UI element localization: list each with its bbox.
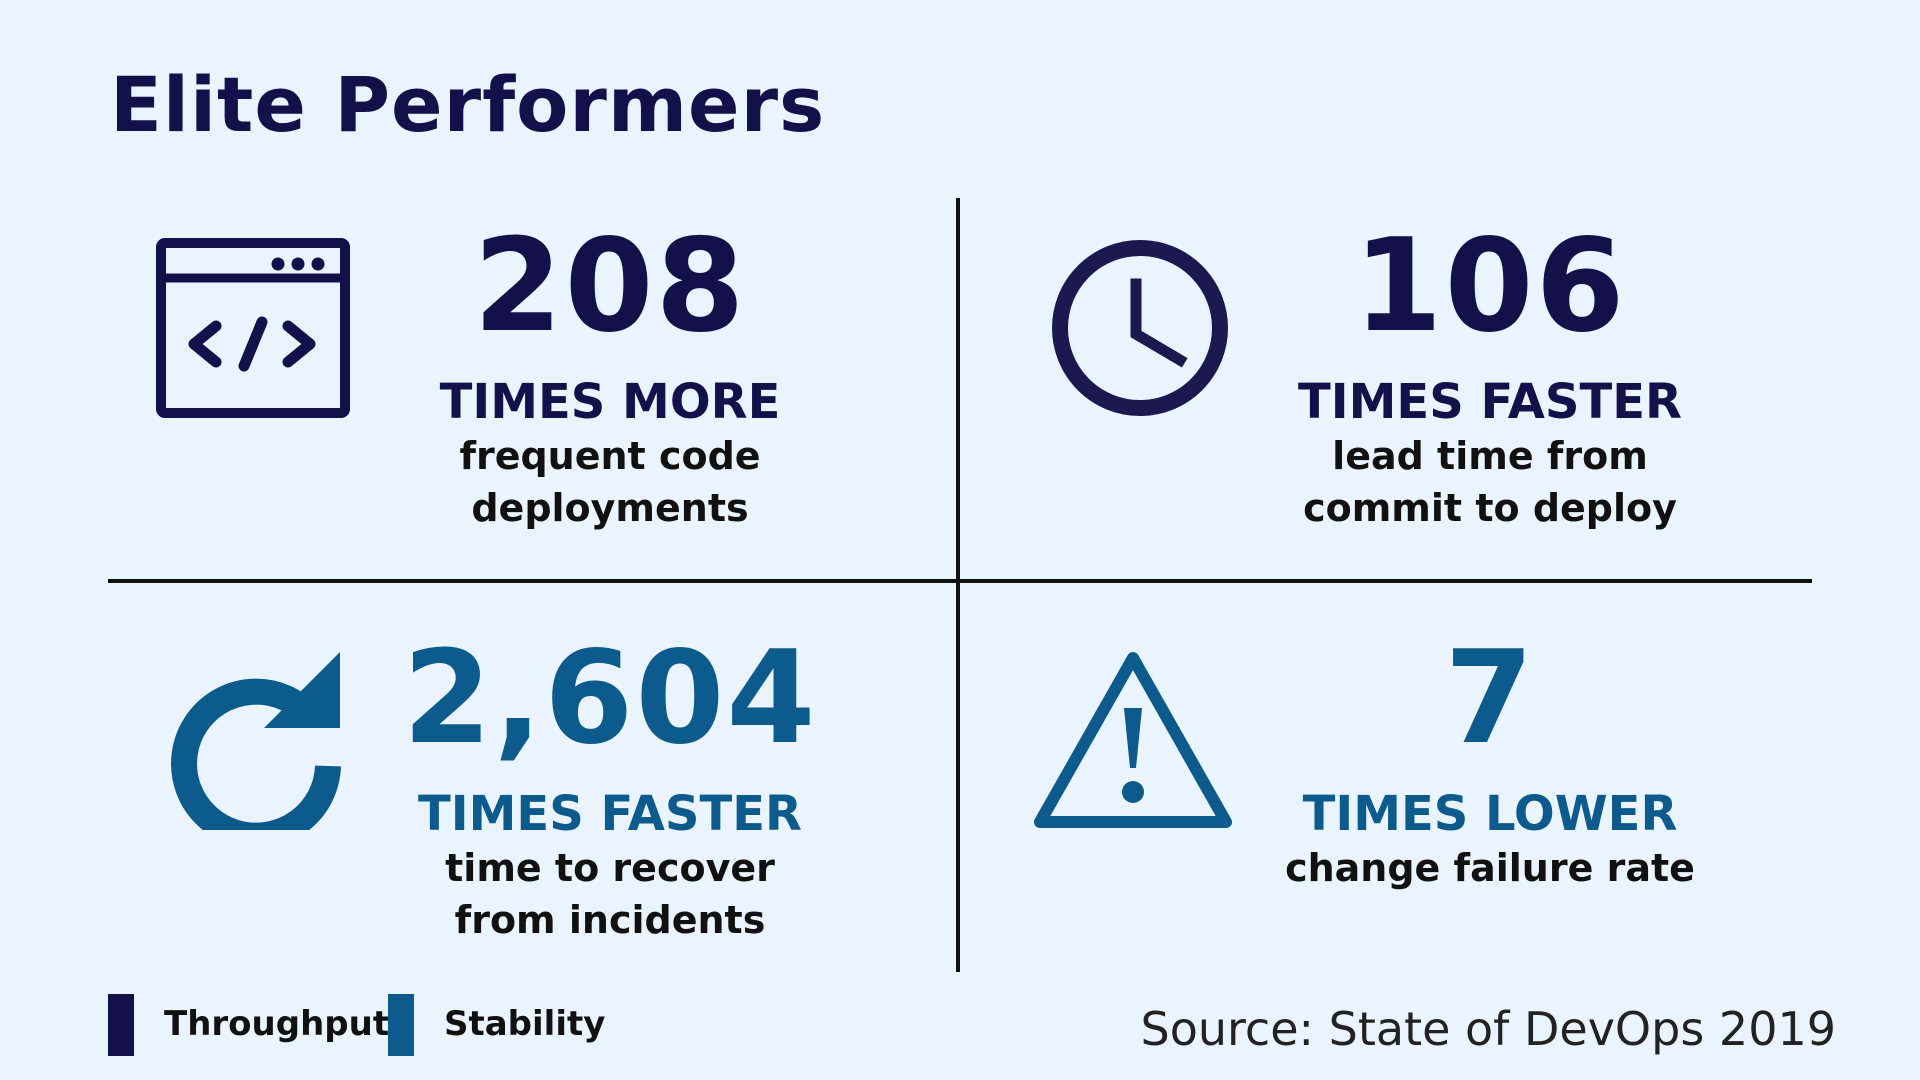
stat-description-line: change failure rate xyxy=(1285,846,1695,890)
horizontal-divider xyxy=(108,579,1812,583)
legend-label-throughput: Throughput xyxy=(164,1004,390,1044)
warning-icon xyxy=(1034,652,1232,828)
stat-description-line: deployments xyxy=(471,486,749,530)
stat-deployments: 208 TIMES MORE frequent code deployments xyxy=(370,222,850,534)
stat-description-line: from incidents xyxy=(454,898,766,942)
source-citation: Source: State of DevOps 2019 xyxy=(1140,1002,1836,1056)
clock-icon xyxy=(1052,240,1228,416)
stat-lead-time: 106 TIMES FASTER lead time from commit t… xyxy=(1250,222,1730,534)
stat-number: 106 xyxy=(1353,212,1627,361)
legend-label-stability: Stability xyxy=(444,1004,606,1044)
refresh-icon xyxy=(171,652,341,830)
stat-description-line: frequent code xyxy=(459,434,761,478)
stat-heading: TIMES LOWER xyxy=(1302,786,1678,842)
stat-description-line: commit to deploy xyxy=(1303,486,1677,530)
stat-description-line: lead time from xyxy=(1332,434,1648,478)
legend-swatch-stability xyxy=(388,994,414,1056)
stat-heading: TIMES FASTER xyxy=(1298,374,1682,430)
stat-number: 2,604 xyxy=(402,624,818,773)
stat-number: 7 xyxy=(1444,624,1536,773)
page-title: Elite Performers xyxy=(110,60,826,149)
stat-number: 208 xyxy=(473,212,747,361)
stat-heading: TIMES MORE xyxy=(439,374,781,430)
vertical-divider xyxy=(956,198,960,972)
code-window-icon xyxy=(156,238,350,418)
stat-description-line: time to recover xyxy=(445,846,775,890)
stat-recovery: 2,604 TIMES FASTER time to recover from … xyxy=(370,634,850,946)
legend-swatch-throughput xyxy=(108,994,134,1056)
stat-failure-rate: 7 TIMES LOWER change failure rate xyxy=(1250,634,1730,894)
stat-heading: TIMES FASTER xyxy=(418,786,802,842)
